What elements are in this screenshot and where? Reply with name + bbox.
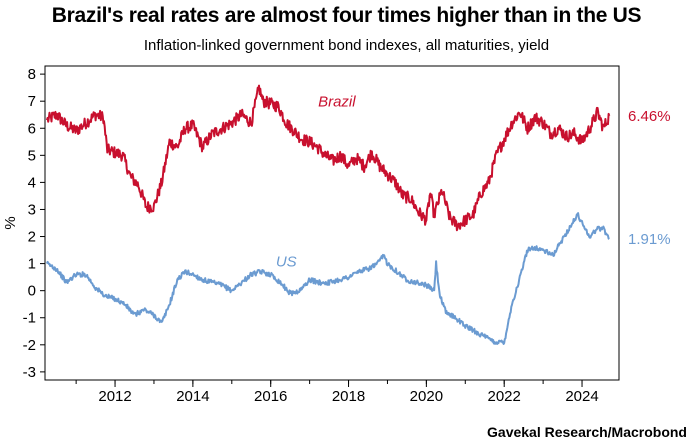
series-line-brazil (45, 84, 611, 232)
label-layer: 6.46% 1.91% Brazil US (276, 94, 671, 271)
source-note: Gavekal Research/Macrobond (487, 424, 687, 440)
series-annotation-us: US (276, 253, 297, 270)
x-tick-label: 2014 (176, 388, 209, 405)
x-tick-label: 2016 (254, 388, 287, 405)
y-tick-label: 2 (28, 229, 36, 246)
y-tick-label: 6 (28, 120, 36, 137)
y-tick-label: 4 (28, 174, 36, 191)
series-line-us (45, 212, 610, 345)
series-layer (45, 84, 611, 345)
x-tick-label: 2024 (565, 388, 598, 405)
chart-subtitle: Inflation-linked government bond indexes… (143, 37, 550, 54)
chart-title: Brazil's real rates are almost four time… (51, 4, 642, 27)
y-axis-label: % (2, 216, 19, 229)
y-tick-label: 1 (28, 256, 36, 273)
x-axis-ticks: 2012 2014 2016 2018 2020 2022 2024 (75, 380, 599, 405)
y-tick-label: 7 (28, 93, 36, 110)
x-tick-label: 2022 (488, 388, 521, 405)
y-tick-label: 3 (28, 201, 36, 218)
y-axis-ticks: 8 7 6 5 4 3 2 1 0 -1 -2 -3 (23, 66, 45, 381)
y-tick-label: -3 (23, 364, 36, 381)
y-tick-label: 8 (28, 66, 36, 83)
last-value-label-brazil: 6.46% (628, 108, 671, 125)
last-value-label-us: 1.91% (628, 231, 671, 248)
x-tick-label: 2012 (98, 388, 131, 405)
y-tick-label: 0 (28, 283, 36, 300)
y-tick-label: -2 (23, 337, 36, 354)
plot-frame (44, 65, 620, 381)
y-tick-label: 5 (28, 147, 36, 164)
series-annotation-brazil: Brazil (318, 94, 356, 111)
x-tick-label: 2020 (410, 388, 443, 405)
x-tick-label: 2018 (332, 388, 365, 405)
y-tick-label: -1 (23, 310, 36, 327)
